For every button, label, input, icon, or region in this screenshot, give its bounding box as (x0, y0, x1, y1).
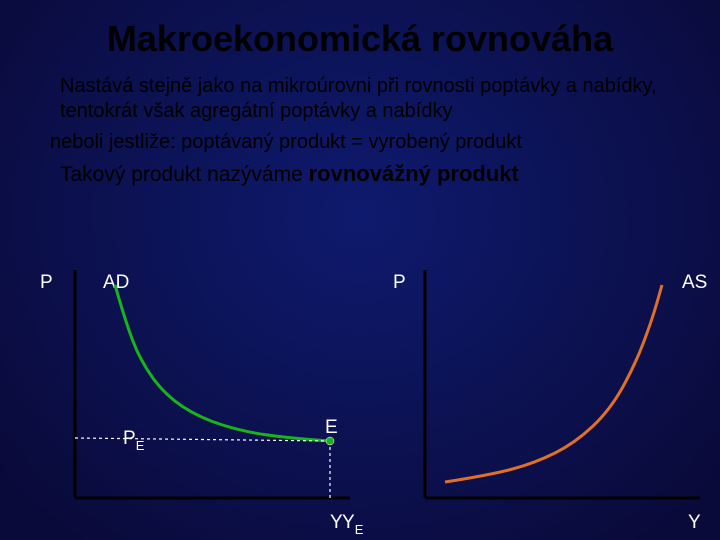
p-axis-label: P (40, 272, 53, 293)
ad-curve (115, 285, 330, 441)
ye-label: YE (342, 512, 364, 537)
paragraph-2: neboli jestliže: poptávaný produkt = vyr… (30, 130, 690, 155)
paragraph-1: Nastává stejně jako na mikroúrovni při r… (30, 74, 690, 124)
equilibrium-line: Takový produkt nazýváme rovnovážný produ… (30, 161, 690, 187)
as-chart: P AS Y (370, 260, 710, 540)
ad-chart: PADYPEEYE (20, 260, 360, 540)
e-label: E (325, 417, 338, 438)
pe-label: PE (123, 428, 145, 453)
slide: Makroekonomická rovnováha Nastává stejně… (0, 0, 720, 540)
y-axis-label: Y (688, 512, 701, 533)
as-curve-label: AS (682, 272, 707, 293)
p-axis-label: P (393, 272, 406, 293)
eq-prefix: Takový produkt nazýváme (60, 163, 309, 186)
slide-title: Makroekonomická rovnováha (30, 18, 690, 60)
eq-bold: rovnovážný produkt (309, 161, 519, 186)
as-curve (445, 285, 662, 482)
charts-area: PADYPEEYE PASY (0, 260, 720, 540)
equilibrium-point (326, 437, 334, 445)
